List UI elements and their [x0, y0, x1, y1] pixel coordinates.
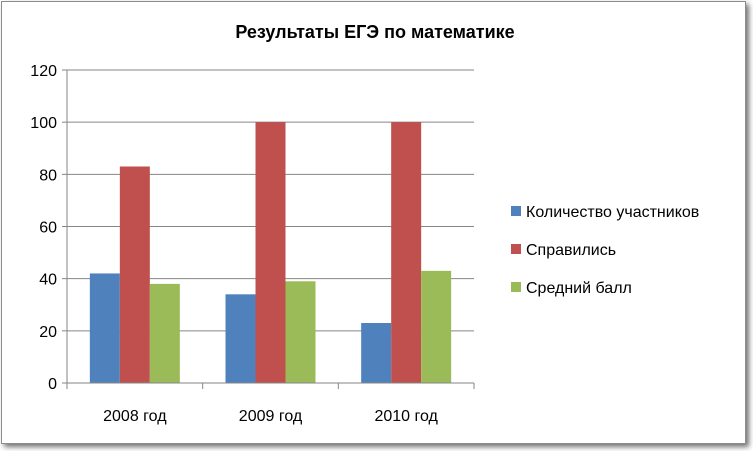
legend-label: Количество участников — [526, 204, 699, 221]
chart-title: Результаты ЕГЭ по математике — [235, 22, 514, 42]
y-tick-label: 100 — [30, 115, 57, 132]
y-tick-label: 120 — [30, 63, 57, 80]
bar-1-1 — [89, 273, 120, 383]
bar-3-3 — [421, 270, 452, 383]
bar-2-2 — [255, 122, 286, 384]
bars — [89, 122, 452, 384]
bar-1-2 — [225, 294, 256, 383]
x-tick-label: 2010 год — [374, 408, 438, 425]
legend-swatch — [511, 206, 521, 216]
bar-2-1 — [119, 166, 150, 383]
x-tick-label: 2009 год — [239, 408, 303, 425]
legend-label: Справились — [526, 242, 616, 259]
bar-3-1 — [149, 283, 180, 383]
bar-3-2 — [285, 281, 316, 383]
y-axis-ticks: 0 20 40 60 80 100 120 — [30, 63, 67, 393]
y-tick-label: 0 — [48, 376, 57, 393]
y-tick-label: 40 — [39, 272, 57, 289]
x-axis-ticks: 2008 год 2009 год 2010 год — [66, 383, 475, 425]
x-tick-label: 2008 год — [103, 408, 167, 425]
y-tick-label: 80 — [39, 167, 57, 184]
y-tick-label: 20 — [39, 324, 57, 341]
legend: Количество участников Справились Средний б… — [511, 204, 699, 297]
y-tick-label: 60 — [39, 220, 57, 237]
legend-label: Средний балл — [526, 280, 632, 297]
legend-swatch — [511, 244, 521, 254]
axes — [66, 70, 474, 384]
legend-swatch — [511, 282, 521, 292]
bar-1-3 — [361, 323, 392, 383]
bar-2-3 — [391, 122, 422, 384]
